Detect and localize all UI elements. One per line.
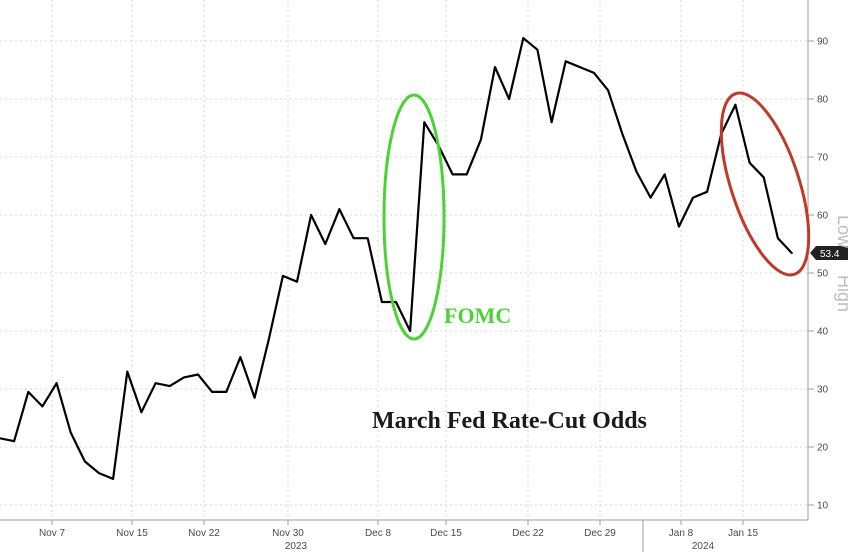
data-point xyxy=(635,170,638,173)
series-layer xyxy=(0,36,793,480)
data-point xyxy=(267,338,270,341)
y-tick-label: 30 xyxy=(817,385,829,396)
data-point xyxy=(366,237,369,239)
grid xyxy=(0,0,808,520)
x-tick-label: Dec 22 xyxy=(512,528,544,539)
data-point xyxy=(27,391,30,393)
last-value-badge-shape xyxy=(810,246,848,260)
x-tick-label: Jan 15 xyxy=(728,528,758,539)
data-point xyxy=(282,275,284,277)
last-value-label: 53.4 xyxy=(820,249,840,260)
fomc-annotation: FOMC xyxy=(444,303,511,328)
data-point xyxy=(324,243,327,245)
data-point xyxy=(253,396,256,399)
data-point xyxy=(777,237,779,239)
last-value-badge: 53.4 xyxy=(810,246,848,260)
year-label: 2024 xyxy=(692,541,715,552)
data-point xyxy=(126,370,129,373)
y-tick-label: 80 xyxy=(817,95,829,106)
year-label: 2023 xyxy=(285,541,308,552)
data-point xyxy=(140,411,143,414)
data-point xyxy=(338,208,341,210)
chart-title: March Fed Rate-Cut Odds xyxy=(372,408,647,434)
y-tick-label: 10 xyxy=(817,501,829,512)
data-point xyxy=(84,460,86,463)
data-point xyxy=(112,478,114,480)
y-tick-label: 50 xyxy=(817,269,829,280)
data-point xyxy=(593,72,595,74)
data-point xyxy=(98,472,100,474)
x-tick-label: Dec 29 xyxy=(584,528,616,539)
y-tick-label: 70 xyxy=(817,153,829,164)
data-point xyxy=(239,356,242,358)
data-point xyxy=(211,391,213,393)
x-axis: Nov 7 Nov 15 Nov 22 Nov 30 Dec 8 Dec 15 Dec 22… xyxy=(39,520,758,552)
y-tick-label: 90 xyxy=(817,37,829,48)
x-tick-label: Nov 22 xyxy=(188,528,220,539)
data-point xyxy=(183,376,185,379)
data-point xyxy=(296,280,298,283)
x-tick-label: Nov 30 xyxy=(272,528,304,539)
side-label-high: High xyxy=(834,275,848,312)
data-point xyxy=(451,173,454,176)
data-point xyxy=(579,66,581,68)
data-point xyxy=(791,252,793,255)
data-point xyxy=(41,405,44,408)
data-point xyxy=(168,385,171,387)
x-tick-label: Dec 8 xyxy=(365,528,392,539)
data-point xyxy=(0,437,1,440)
data-point xyxy=(352,237,355,239)
data-point xyxy=(621,133,624,135)
data-point xyxy=(550,121,553,123)
data-point xyxy=(154,382,157,385)
side-label-low: Low xyxy=(834,215,848,249)
data-point xyxy=(13,440,15,443)
data-point xyxy=(310,214,312,216)
y-tick-label: 60 xyxy=(817,211,829,222)
data-point xyxy=(692,196,694,199)
data-point xyxy=(748,162,751,164)
x-tick-label: Nov 7 xyxy=(39,528,66,539)
data-point xyxy=(381,301,383,303)
data-point xyxy=(564,60,567,63)
data-point xyxy=(69,431,72,434)
data-point xyxy=(465,173,468,176)
data-point xyxy=(55,382,58,385)
data-point xyxy=(706,191,708,193)
data-point xyxy=(423,121,426,123)
data-point xyxy=(494,66,496,68)
data-point xyxy=(480,138,482,141)
data-point xyxy=(762,176,765,179)
x-tick-label: Jan 8 xyxy=(669,528,694,539)
data-point xyxy=(734,104,737,106)
data-point xyxy=(409,330,411,332)
y-tick-label: 20 xyxy=(817,443,829,454)
y-axis: 10 20 30 40 50 60 70 80 90 xyxy=(808,37,829,512)
fomc-highlight-ellipse xyxy=(382,93,446,341)
data-point xyxy=(197,373,199,376)
x-tick-label: Dec 15 xyxy=(430,528,462,539)
data-point xyxy=(225,391,228,393)
data-point xyxy=(678,225,680,228)
data-point xyxy=(536,48,539,51)
data-point xyxy=(649,196,652,199)
data-point xyxy=(663,173,666,176)
recent-drop-highlight-ellipse xyxy=(719,91,811,277)
data-point xyxy=(607,89,609,92)
x-tick-label: Nov 15 xyxy=(116,528,148,539)
data-point xyxy=(395,301,397,303)
y-tick-label: 40 xyxy=(817,327,829,338)
data-point xyxy=(522,37,525,39)
data-point xyxy=(508,98,510,100)
